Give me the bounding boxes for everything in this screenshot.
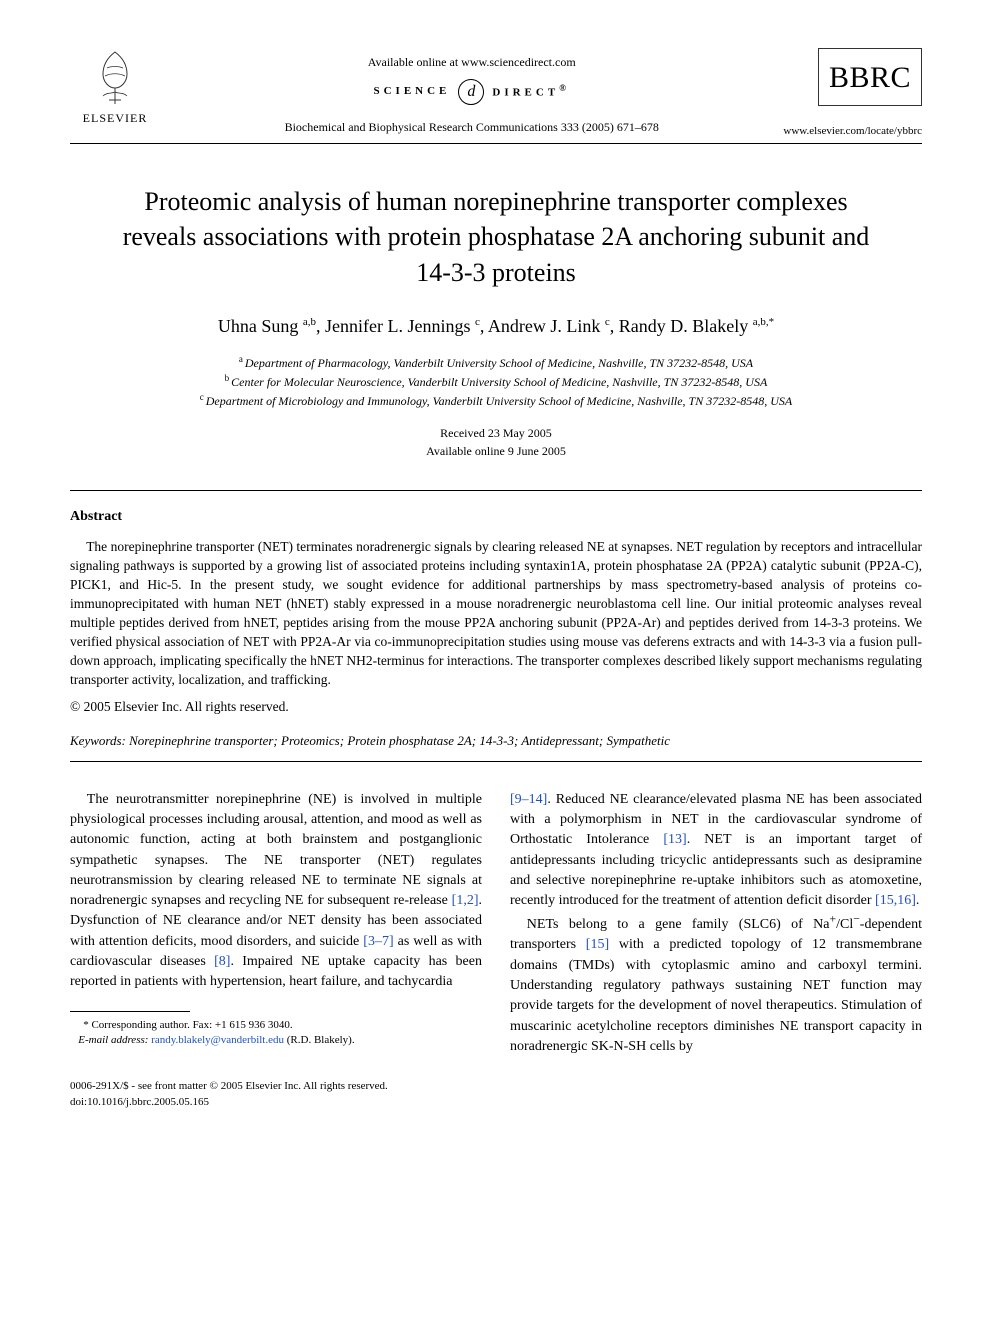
sd-direct-label: DIRECT	[492, 87, 559, 99]
author-email-link[interactable]: randy.blakely@vanderbilt.edu	[151, 1034, 284, 1046]
affiliations: aDepartment of Pharmacology, Vanderbilt …	[70, 353, 922, 410]
affiliation-c: cDepartment of Microbiology and Immunolo…	[70, 391, 922, 410]
article-title: Proteomic analysis of human norepinephri…	[110, 184, 882, 289]
footer-left: 0006-291X/$ - see front matter © 2005 El…	[70, 1079, 388, 1110]
bbrc-logo: BBRC	[818, 48, 922, 106]
copyright-line: © 2005 Elsevier Inc. All rights reserved…	[70, 698, 922, 717]
left-column: The neurotransmitter norepinephrine (NE)…	[70, 790, 482, 1058]
affiliation-c-text: Department of Microbiology and Immunolog…	[206, 394, 792, 408]
header-divider	[70, 143, 922, 144]
footnote-rule	[70, 1011, 190, 1012]
available-online-line: Available online at www.sciencedirect.co…	[160, 54, 783, 71]
ref-link-3-7[interactable]: [3–7]	[363, 934, 393, 949]
abstract-top-rule	[70, 490, 922, 491]
journal-reference: Biochemical and Biophysical Research Com…	[160, 119, 783, 136]
received-date: Received 23 May 2005	[70, 424, 922, 442]
front-matter-line: 0006-291X/$ - see front matter © 2005 El…	[70, 1079, 388, 1094]
corresponding-author-footnote: * Corresponding author. Fax: +1 615 936 …	[70, 1018, 482, 1049]
affiliation-a: aDepartment of Pharmacology, Vanderbilt …	[70, 353, 922, 372]
affiliation-b: bCenter for Molecular Neuroscience, Vand…	[70, 372, 922, 391]
abstract-text: The norepinephrine transporter (NET) ter…	[70, 538, 922, 689]
affiliation-b-text: Center for Molecular Neuroscience, Vande…	[231, 375, 767, 389]
body-columns: The neurotransmitter norepinephrine (NE)…	[70, 790, 922, 1058]
keywords-text: Norepinephrine transporter; Proteomics; …	[126, 733, 670, 748]
body-para-1: The neurotransmitter norepinephrine (NE)…	[70, 790, 482, 993]
email-label: E-mail address:	[78, 1034, 148, 1046]
ref-link-15[interactable]: [15]	[586, 937, 609, 952]
header: ELSEVIER Available online at www.science…	[70, 48, 922, 139]
sd-glyph-icon: d	[458, 79, 484, 105]
sd-left-text: SCIENCE	[373, 84, 450, 99]
body-text-3b: with a predicted topology of 12 transmem…	[510, 937, 922, 1053]
body-text-1a: The neurotransmitter norepinephrine (NE)…	[70, 792, 482, 908]
ref-link-9-14[interactable]: [9–14]	[510, 792, 547, 807]
body-para-2: [9–14]. Reduced NE clearance/elevated pl…	[510, 790, 922, 912]
elsevier-logo: ELSEVIER	[70, 48, 160, 127]
keywords-line: Keywords: Norepinephrine transporter; Pr…	[70, 732, 922, 750]
registered-mark: ®	[559, 83, 570, 93]
authors-line: Uhna Sung a,b, Jennifer L. Jennings c, A…	[70, 314, 922, 339]
elsevier-label: ELSEVIER	[83, 110, 148, 127]
right-column: [9–14]. Reduced NE clearance/elevated pl…	[510, 790, 922, 1058]
elsevier-tree-icon	[85, 48, 145, 108]
corr-author-text: * Corresponding author. Fax: +1 615 936 …	[83, 1019, 292, 1031]
bbrc-block: BBRC www.elsevier.com/locate/ybbrc	[783, 48, 922, 139]
publication-dates: Received 23 May 2005 Available online 9 …	[70, 424, 922, 460]
ref-link-1-2[interactable]: [1,2]	[452, 893, 479, 908]
sd-right-text: DIRECT®	[492, 82, 570, 101]
abstract-bottom-rule	[70, 761, 922, 762]
ref-link-15-16[interactable]: [15,16]	[875, 893, 916, 908]
body-para-3: NETs belong to a gene family (SLC6) of N…	[510, 911, 922, 1057]
doi-line: doi:10.1016/j.bbrc.2005.05.165	[70, 1095, 388, 1110]
email-tail: (R.D. Blakely).	[284, 1034, 355, 1046]
header-center: Available online at www.sciencedirect.co…	[160, 48, 783, 136]
bbrc-url: www.elsevier.com/locate/ybbrc	[783, 124, 922, 139]
body-text-2c: .	[916, 893, 920, 908]
sciencedirect-logo: SCIENCE d DIRECT®	[160, 79, 783, 105]
page-footer: 0006-291X/$ - see front matter © 2005 El…	[70, 1079, 922, 1110]
abstract-heading: Abstract	[70, 507, 922, 527]
affiliation-a-text: Department of Pharmacology, Vanderbilt U…	[245, 356, 753, 370]
online-date: Available online 9 June 2005	[70, 442, 922, 460]
ref-link-8[interactable]: [8]	[214, 954, 230, 969]
keywords-label: Keywords:	[70, 733, 126, 748]
ref-link-13[interactable]: [13]	[663, 832, 686, 847]
